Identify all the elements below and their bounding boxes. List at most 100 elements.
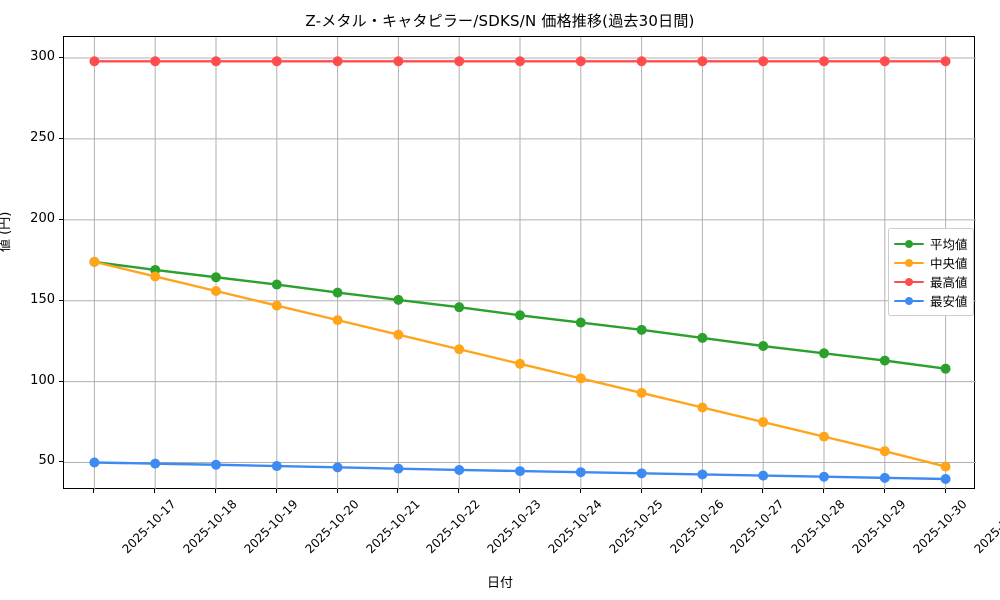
data-point-marker — [89, 256, 100, 267]
y-axis-tick-mark — [59, 218, 63, 220]
data-point-marker — [940, 461, 951, 472]
data-point-marker — [879, 355, 890, 366]
data-point-marker — [575, 373, 586, 384]
x-axis-tick-label: 2025-10-22 — [423, 497, 484, 557]
data-point-marker — [879, 56, 890, 67]
x-axis-tick-label: 2025-10-23 — [484, 497, 544, 557]
legend-marker-icon — [894, 257, 924, 269]
data-point-marker — [940, 473, 951, 484]
legend-item[interactable]: 中央値 — [894, 253, 968, 272]
x-axis-label: 日付 — [486, 576, 513, 591]
x-axis-tick-label: 2025-10-20 — [302, 497, 362, 557]
x-axis-tick-mark — [93, 489, 95, 493]
y-axis-tick-label: 300 — [30, 49, 55, 65]
legend-marker-icon — [894, 238, 924, 250]
data-point-marker — [271, 461, 282, 472]
legend-item-label: 最安値 — [930, 294, 968, 309]
data-point-marker — [819, 348, 829, 359]
data-point-marker — [636, 56, 647, 67]
x-axis-tick-mark — [275, 489, 277, 493]
x-axis-tick-label: 2025-10-19 — [241, 497, 301, 557]
x-axis-tick-mark — [519, 489, 520, 493]
legend-item[interactable]: 最安値 — [894, 291, 968, 310]
data-point-marker — [697, 469, 708, 480]
data-point-marker — [332, 287, 343, 298]
y-axis-tick-label: 100 — [30, 372, 55, 388]
data-point-marker — [150, 458, 161, 469]
y-axis-tick-mark — [59, 299, 63, 301]
data-point-marker — [758, 417, 769, 428]
y-axis-tick-label: 50 — [38, 453, 55, 469]
data-point-marker — [393, 294, 404, 305]
data-point-marker — [636, 387, 647, 398]
x-axis-tick-mark — [944, 489, 946, 493]
x-axis-tick-mark — [336, 489, 338, 493]
data-point-marker — [89, 457, 100, 468]
y-axis-tick-label: 150 — [30, 291, 55, 307]
data-point-marker — [454, 464, 465, 475]
x-axis-tick-mark — [397, 489, 399, 493]
data-point-marker — [332, 56, 343, 67]
data-point-marker — [271, 279, 282, 290]
x-axis-tick-mark — [823, 489, 824, 493]
data-point-marker — [393, 329, 404, 340]
legend-marker-icon — [894, 295, 924, 307]
data-point-marker — [454, 302, 465, 313]
data-point-marker — [819, 471, 829, 482]
data-point-marker — [515, 358, 525, 369]
data-point-marker — [758, 470, 769, 481]
data-point-marker — [697, 402, 708, 413]
x-axis-tick-mark — [215, 489, 216, 493]
x-axis-tick-mark — [154, 489, 156, 493]
data-point-marker — [515, 466, 525, 477]
x-axis-tick-label: 2025-10-24 — [545, 497, 605, 557]
data-point-marker — [819, 431, 829, 442]
x-axis-tick-mark — [640, 489, 642, 493]
legend-item[interactable]: 平均値 — [894, 234, 968, 253]
data-point-marker — [150, 271, 161, 282]
data-point-marker — [271, 56, 282, 67]
data-point-marker — [879, 472, 890, 483]
plot-area — [63, 36, 976, 490]
legend-item[interactable]: 最高値 — [894, 272, 968, 291]
data-point-marker — [211, 272, 221, 283]
data-point-marker — [89, 56, 100, 67]
data-point-marker — [879, 446, 890, 457]
data-series-layer — [89, 56, 951, 484]
data-point-marker — [575, 467, 586, 478]
data-point-marker — [819, 56, 829, 67]
data-point-marker — [940, 363, 951, 374]
data-point-marker — [393, 56, 404, 67]
data-point-marker — [271, 300, 282, 311]
data-point-marker — [150, 56, 161, 67]
data-point-marker — [211, 56, 221, 67]
y-axis-tick-label: 250 — [30, 129, 55, 145]
x-axis-tick-label: 2025-10-25 — [606, 497, 666, 557]
x-axis-tick-label: 2025-10-28 — [788, 497, 848, 557]
data-point-marker — [697, 56, 708, 67]
data-point-marker — [515, 56, 525, 67]
data-point-marker — [332, 462, 343, 473]
data-point-marker — [515, 310, 525, 321]
x-axis-tick-mark — [701, 489, 703, 493]
data-point-marker — [393, 463, 404, 474]
x-axis-tick-label: 2025-10-30 — [910, 497, 970, 557]
data-point-marker — [575, 317, 586, 328]
x-axis-tick-label: 2025-10-31 — [971, 497, 1000, 557]
data-point-marker — [211, 459, 221, 470]
y-axis-tick-mark — [59, 380, 63, 382]
data-point-marker — [332, 315, 343, 326]
data-point-marker — [575, 56, 586, 67]
x-axis-tick-label: 2025-10-26 — [667, 497, 727, 557]
legend-item-label: 平均値 — [930, 237, 968, 252]
legend-item-label: 中央値 — [930, 256, 968, 271]
data-point-marker — [454, 56, 465, 67]
x-axis-tick-mark — [883, 489, 885, 493]
y-axis-tick-mark — [59, 57, 63, 59]
x-axis-tick-label: 2025-10-27 — [727, 497, 788, 557]
data-point-marker — [758, 56, 769, 67]
y-axis-tick-mark — [59, 137, 63, 139]
y-axis-tick-label: 200 — [30, 210, 55, 226]
data-point-marker — [758, 341, 769, 352]
x-axis-tick-label: 2025-10-29 — [849, 497, 909, 557]
